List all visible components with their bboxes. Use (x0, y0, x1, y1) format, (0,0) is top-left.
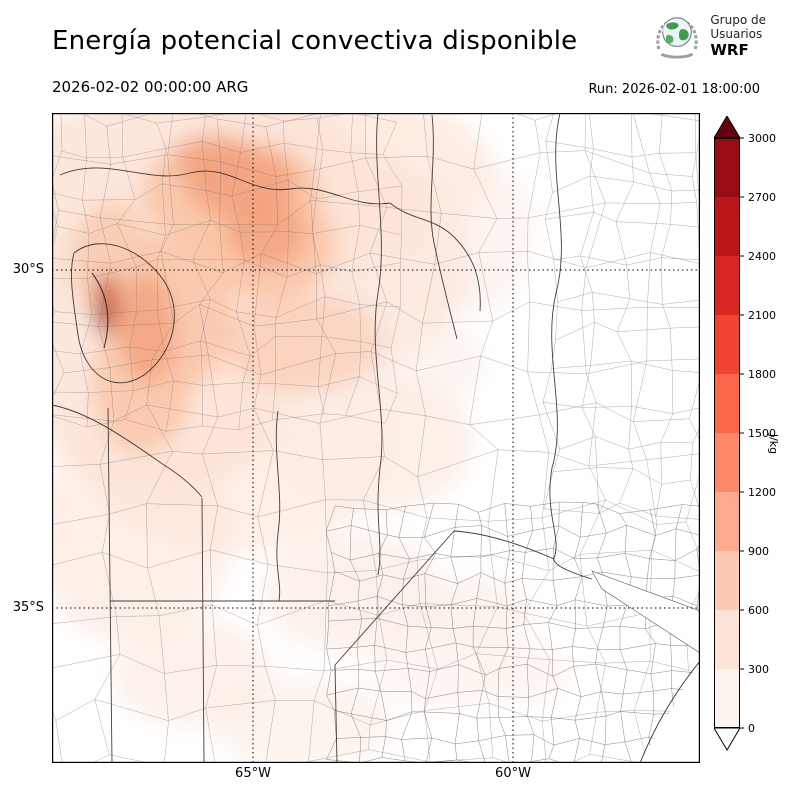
colorbar-tick-label: 2400 (748, 250, 776, 263)
colorbar-segment (714, 374, 740, 433)
colorbar-segment (714, 551, 740, 610)
colorbar: 3000 2700 2400 2100 1800 1500 1200 900 600 300 0 (713, 115, 794, 760)
colorbar-tick-label: 0 (748, 722, 755, 735)
mesh-path (542, 113, 700, 520)
map-frame (52, 113, 700, 763)
lon-tick-60w: 60°W (495, 766, 531, 781)
colorbar-tick-label: 300 (748, 663, 769, 676)
logo-text-line2: Usuarios (710, 27, 763, 41)
colorbar-segment (714, 197, 740, 256)
colorbar-tick-label: 2100 (748, 309, 776, 322)
cape-shading (52, 113, 572, 763)
colorbar-tick-label: 900 (748, 545, 769, 558)
colorbar-under-arrow (713, 727, 741, 751)
run-time-label: Run: 2026-02-01 18:00:00 (588, 82, 760, 97)
logo-text-line1: Grupo de (710, 13, 766, 27)
valid-time-label: 2026-02-02 00:00:00 ARG (52, 78, 249, 96)
globe-icon (656, 17, 699, 59)
lat-tick-35s: 35°S (12, 600, 44, 615)
wrf-logo: Grupo de Usuarios WRF (651, 10, 766, 62)
logo-text-wrf: WRF (710, 41, 749, 59)
colorbar-segment (714, 256, 740, 315)
colorbar-segment (714, 669, 740, 728)
colorbar-tick-label: 1800 (748, 368, 776, 381)
lon-tick-65w: 65°W (235, 766, 271, 781)
lat-tick-30s: 30°S (12, 262, 44, 277)
colorbar-segment (714, 492, 740, 551)
colorbar-segment (714, 138, 740, 197)
logo-text: Grupo de Usuarios WRF (710, 13, 766, 59)
page-title: Energía potencial convectiva disponible (52, 26, 578, 56)
colorbar-tick-label: 2700 (748, 191, 776, 204)
colorbar-tick-label: 1500 (748, 427, 776, 440)
colorbar-tick-label: 1200 (748, 486, 776, 499)
graticule (52, 113, 700, 763)
colorbar-over-arrow (713, 115, 741, 139)
colorbar-units-label: J/kg (767, 433, 780, 455)
colorbar-segment (714, 610, 740, 669)
colorbar-tick-label: 600 (748, 604, 769, 617)
colorbar-tick-label: 3000 (748, 132, 776, 145)
colorbar-segment (714, 315, 740, 374)
province-boundaries (52, 113, 593, 763)
rio-de-la-plata (591, 570, 700, 763)
map-canvas (52, 113, 700, 763)
colorbar-segment (714, 433, 740, 492)
